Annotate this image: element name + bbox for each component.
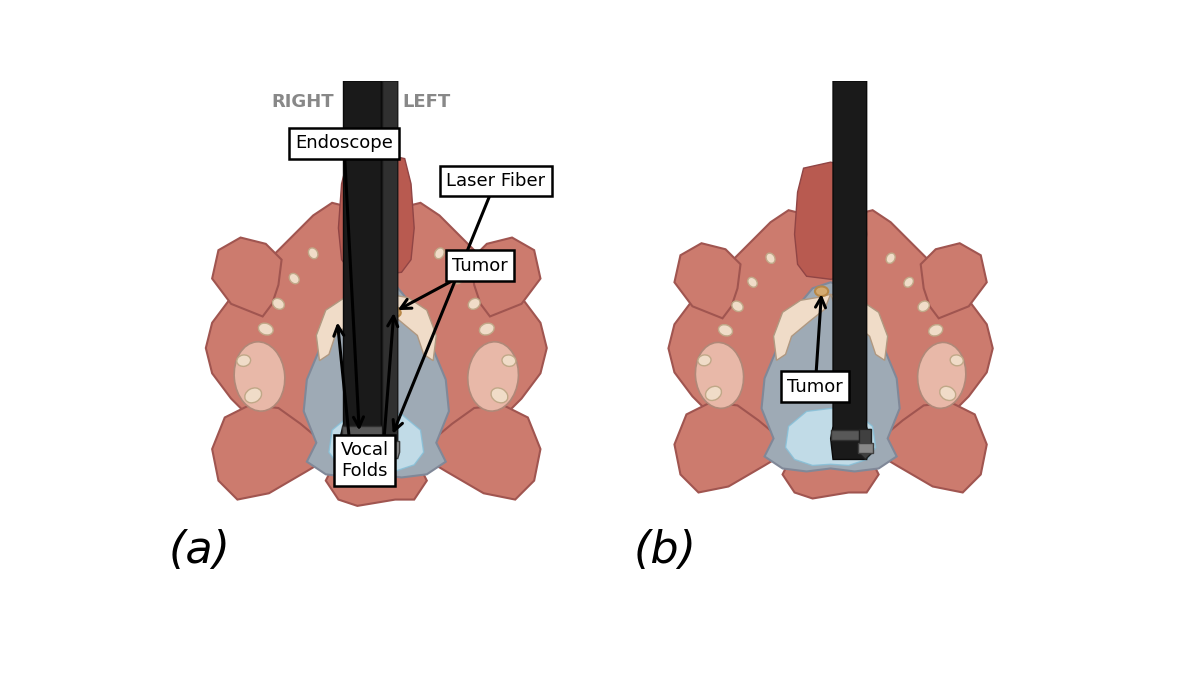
Polygon shape — [329, 411, 424, 471]
Ellipse shape — [454, 273, 463, 284]
Ellipse shape — [918, 342, 966, 408]
Polygon shape — [317, 291, 377, 360]
Ellipse shape — [698, 355, 712, 366]
Ellipse shape — [904, 277, 913, 288]
Text: LEFT: LEFT — [402, 92, 450, 111]
Ellipse shape — [748, 277, 757, 288]
Polygon shape — [858, 443, 872, 454]
Polygon shape — [206, 202, 547, 506]
Ellipse shape — [502, 355, 516, 367]
Polygon shape — [866, 402, 986, 493]
Text: Laser Fiber: Laser Fiber — [446, 172, 545, 190]
Ellipse shape — [695, 342, 744, 408]
Text: Tumor: Tumor — [452, 256, 508, 275]
Polygon shape — [212, 238, 282, 317]
Ellipse shape — [940, 386, 955, 400]
Polygon shape — [338, 153, 414, 275]
Ellipse shape — [434, 248, 444, 259]
Ellipse shape — [234, 342, 284, 411]
Polygon shape — [212, 405, 338, 500]
Polygon shape — [414, 405, 540, 500]
Polygon shape — [341, 81, 384, 462]
Polygon shape — [920, 243, 986, 319]
Ellipse shape — [491, 388, 508, 403]
Ellipse shape — [272, 298, 284, 309]
Polygon shape — [377, 291, 437, 360]
Text: Tumor: Tumor — [787, 378, 844, 396]
Ellipse shape — [245, 388, 262, 403]
Text: Vocal
Folds: Vocal Folds — [341, 441, 389, 480]
Ellipse shape — [918, 301, 929, 312]
Polygon shape — [668, 210, 992, 499]
Ellipse shape — [308, 248, 318, 259]
Polygon shape — [774, 294, 830, 360]
Polygon shape — [674, 402, 794, 493]
Ellipse shape — [929, 325, 943, 336]
Polygon shape — [832, 430, 869, 439]
Polygon shape — [830, 81, 869, 460]
Polygon shape — [674, 243, 740, 319]
Ellipse shape — [950, 355, 964, 366]
Ellipse shape — [732, 301, 743, 312]
Ellipse shape — [468, 298, 480, 309]
Text: Endoscope: Endoscope — [295, 134, 392, 153]
Polygon shape — [830, 294, 888, 360]
Ellipse shape — [706, 386, 721, 400]
Ellipse shape — [815, 286, 828, 296]
Ellipse shape — [384, 306, 401, 317]
Polygon shape — [342, 427, 383, 437]
Polygon shape — [794, 162, 866, 279]
Polygon shape — [786, 408, 876, 466]
Text: (a): (a) — [168, 529, 230, 572]
Ellipse shape — [258, 323, 274, 335]
Polygon shape — [472, 238, 540, 317]
Ellipse shape — [766, 253, 775, 263]
Ellipse shape — [289, 273, 299, 284]
Ellipse shape — [886, 253, 895, 263]
Ellipse shape — [236, 355, 251, 367]
Ellipse shape — [468, 342, 518, 411]
Polygon shape — [382, 81, 398, 462]
Text: (b): (b) — [634, 529, 696, 572]
Polygon shape — [859, 429, 871, 460]
Polygon shape — [304, 279, 449, 477]
Text: RIGHT: RIGHT — [272, 92, 335, 111]
Ellipse shape — [480, 323, 494, 335]
Ellipse shape — [719, 325, 732, 336]
Polygon shape — [380, 441, 400, 458]
Polygon shape — [762, 282, 900, 471]
Ellipse shape — [386, 310, 395, 316]
